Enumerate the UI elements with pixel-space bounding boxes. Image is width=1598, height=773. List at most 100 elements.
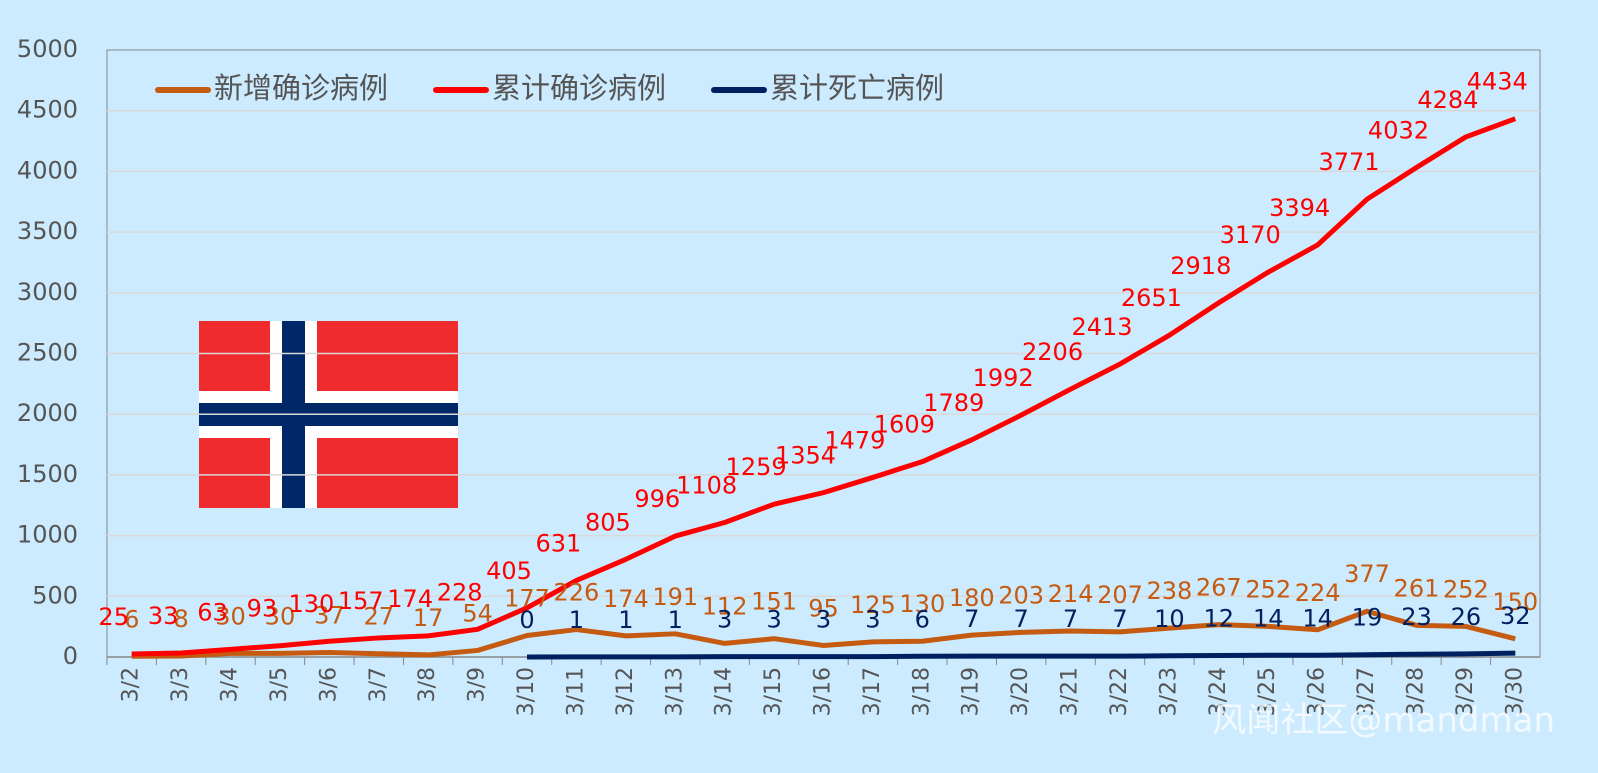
x-tick-label: 3/4 — [218, 667, 243, 702]
data-label: 130 — [288, 590, 334, 618]
data-label: 1789 — [923, 389, 984, 417]
data-label: 10 — [1154, 605, 1185, 633]
data-label: 4032 — [1368, 117, 1429, 145]
data-label: 252 — [1443, 575, 1489, 603]
data-label: 224 — [1295, 579, 1341, 607]
data-label: 405 — [486, 557, 532, 585]
data-label: 63 — [197, 598, 228, 626]
x-tick-label: 3/23 — [1156, 667, 1181, 716]
y-tick-label: 5000 — [17, 35, 78, 63]
data-label: 95 — [808, 594, 839, 622]
data-label: 33 — [148, 602, 179, 630]
data-label: 1479 — [824, 426, 885, 454]
data-label: 32 — [1500, 602, 1531, 630]
data-label: 19 — [1352, 604, 1383, 632]
data-label: 207 — [1097, 581, 1143, 609]
x-tick-label: 3/21 — [1058, 667, 1083, 716]
data-label: 1609 — [874, 411, 935, 439]
x-tick-label: 3/20 — [1008, 667, 1033, 716]
y-tick-label: 500 — [32, 581, 78, 609]
data-label: 4434 — [1467, 68, 1528, 96]
data-label: 1259 — [726, 453, 787, 481]
data-label: 174 — [603, 585, 649, 613]
data-label: 23 — [1401, 603, 1432, 631]
x-tick-label: 3/3 — [168, 667, 193, 702]
x-tick-label: 3/14 — [712, 667, 737, 716]
data-label: 30 — [265, 602, 296, 630]
x-tick-label: 3/6 — [316, 667, 341, 702]
legend-label: 累计确诊病例 — [492, 71, 666, 105]
x-tick-label: 3/13 — [662, 667, 687, 716]
data-label: 1992 — [973, 364, 1034, 392]
data-label: 3394 — [1269, 194, 1330, 222]
data-label: 8 — [173, 605, 188, 633]
x-tick-label: 3/26 — [1305, 667, 1330, 716]
data-label: 1354 — [775, 442, 836, 470]
x-tick-label: 3/19 — [959, 667, 984, 716]
y-tick-label: 3500 — [17, 217, 78, 245]
data-label: 3771 — [1319, 148, 1380, 176]
y-tick-label: 1000 — [17, 521, 78, 549]
x-tick-label: 3/15 — [761, 667, 786, 716]
x-tick-label: 3/12 — [613, 667, 638, 716]
data-label: 93 — [247, 595, 278, 623]
x-tick-label: 3/17 — [860, 667, 885, 716]
data-label: 226 — [554, 579, 600, 607]
data-label: 30 — [215, 602, 246, 630]
data-label: 3170 — [1220, 221, 1281, 249]
data-label: 6 — [124, 605, 139, 633]
series-line — [131, 116, 1517, 657]
x-tick-label: 3/29 — [1453, 667, 1478, 716]
legend-label: 累计死亡病例 — [770, 71, 944, 105]
data-label: 996 — [634, 485, 680, 513]
x-tick-label: 3/30 — [1502, 667, 1527, 716]
x-tick-label: 3/2 — [119, 667, 144, 702]
data-label: 3 — [816, 606, 831, 634]
data-label: 1 — [569, 606, 584, 634]
data-label: 3 — [865, 606, 880, 634]
x-tick-label: 3/11 — [563, 667, 588, 716]
data-label: 3 — [766, 606, 781, 634]
data-label: 12 — [1204, 605, 1235, 633]
data-label: 191 — [652, 583, 698, 611]
y-tick-label: 0 — [63, 642, 78, 670]
x-tick-label: 3/25 — [1255, 667, 1280, 716]
watermark: 风闻社区@mandman — [1212, 701, 1555, 741]
data-label: 14 — [1302, 604, 1333, 632]
x-tick-label: 3/9 — [465, 667, 490, 702]
data-label: 7 — [1063, 605, 1078, 633]
data-label: 228 — [437, 578, 483, 606]
legend-label: 新增确诊病例 — [214, 71, 388, 105]
y-tick-label: 4500 — [17, 96, 78, 124]
data-label: 1 — [668, 606, 683, 634]
data-label: 7 — [1112, 605, 1127, 633]
data-label: 25 — [98, 603, 129, 631]
data-label: 261 — [1394, 574, 1440, 602]
x-tick-label: 3/16 — [811, 667, 836, 716]
data-label: 112 — [702, 592, 748, 620]
data-label: 6 — [915, 605, 930, 633]
data-label: 157 — [338, 587, 384, 615]
data-label: 177 — [504, 585, 550, 613]
data-label: 267 — [1196, 574, 1242, 602]
y-tick-label: 2000 — [17, 399, 78, 427]
data-label: 214 — [1048, 580, 1094, 608]
x-tick-label: 3/18 — [909, 667, 934, 716]
data-label: 2413 — [1071, 313, 1132, 341]
data-label: 180 — [949, 584, 995, 612]
y-tick-label: 4000 — [17, 156, 78, 184]
x-tick-label: 3/27 — [1354, 667, 1379, 716]
y-tick-label: 1500 — [17, 460, 78, 488]
data-label: 17 — [413, 604, 444, 632]
data-label: 7 — [1014, 605, 1029, 633]
x-tick-label: 3/7 — [366, 667, 391, 702]
x-tick-label: 3/8 — [415, 667, 440, 702]
y-tick-label: 3000 — [17, 278, 78, 306]
x-tick-label: 3/24 — [1206, 667, 1231, 716]
y-tick-label: 2500 — [17, 339, 78, 367]
data-label: 3 — [717, 606, 732, 634]
data-label: 2206 — [1022, 338, 1083, 366]
data-label: 174 — [387, 585, 433, 613]
x-tick-label: 3/10 — [514, 667, 539, 716]
